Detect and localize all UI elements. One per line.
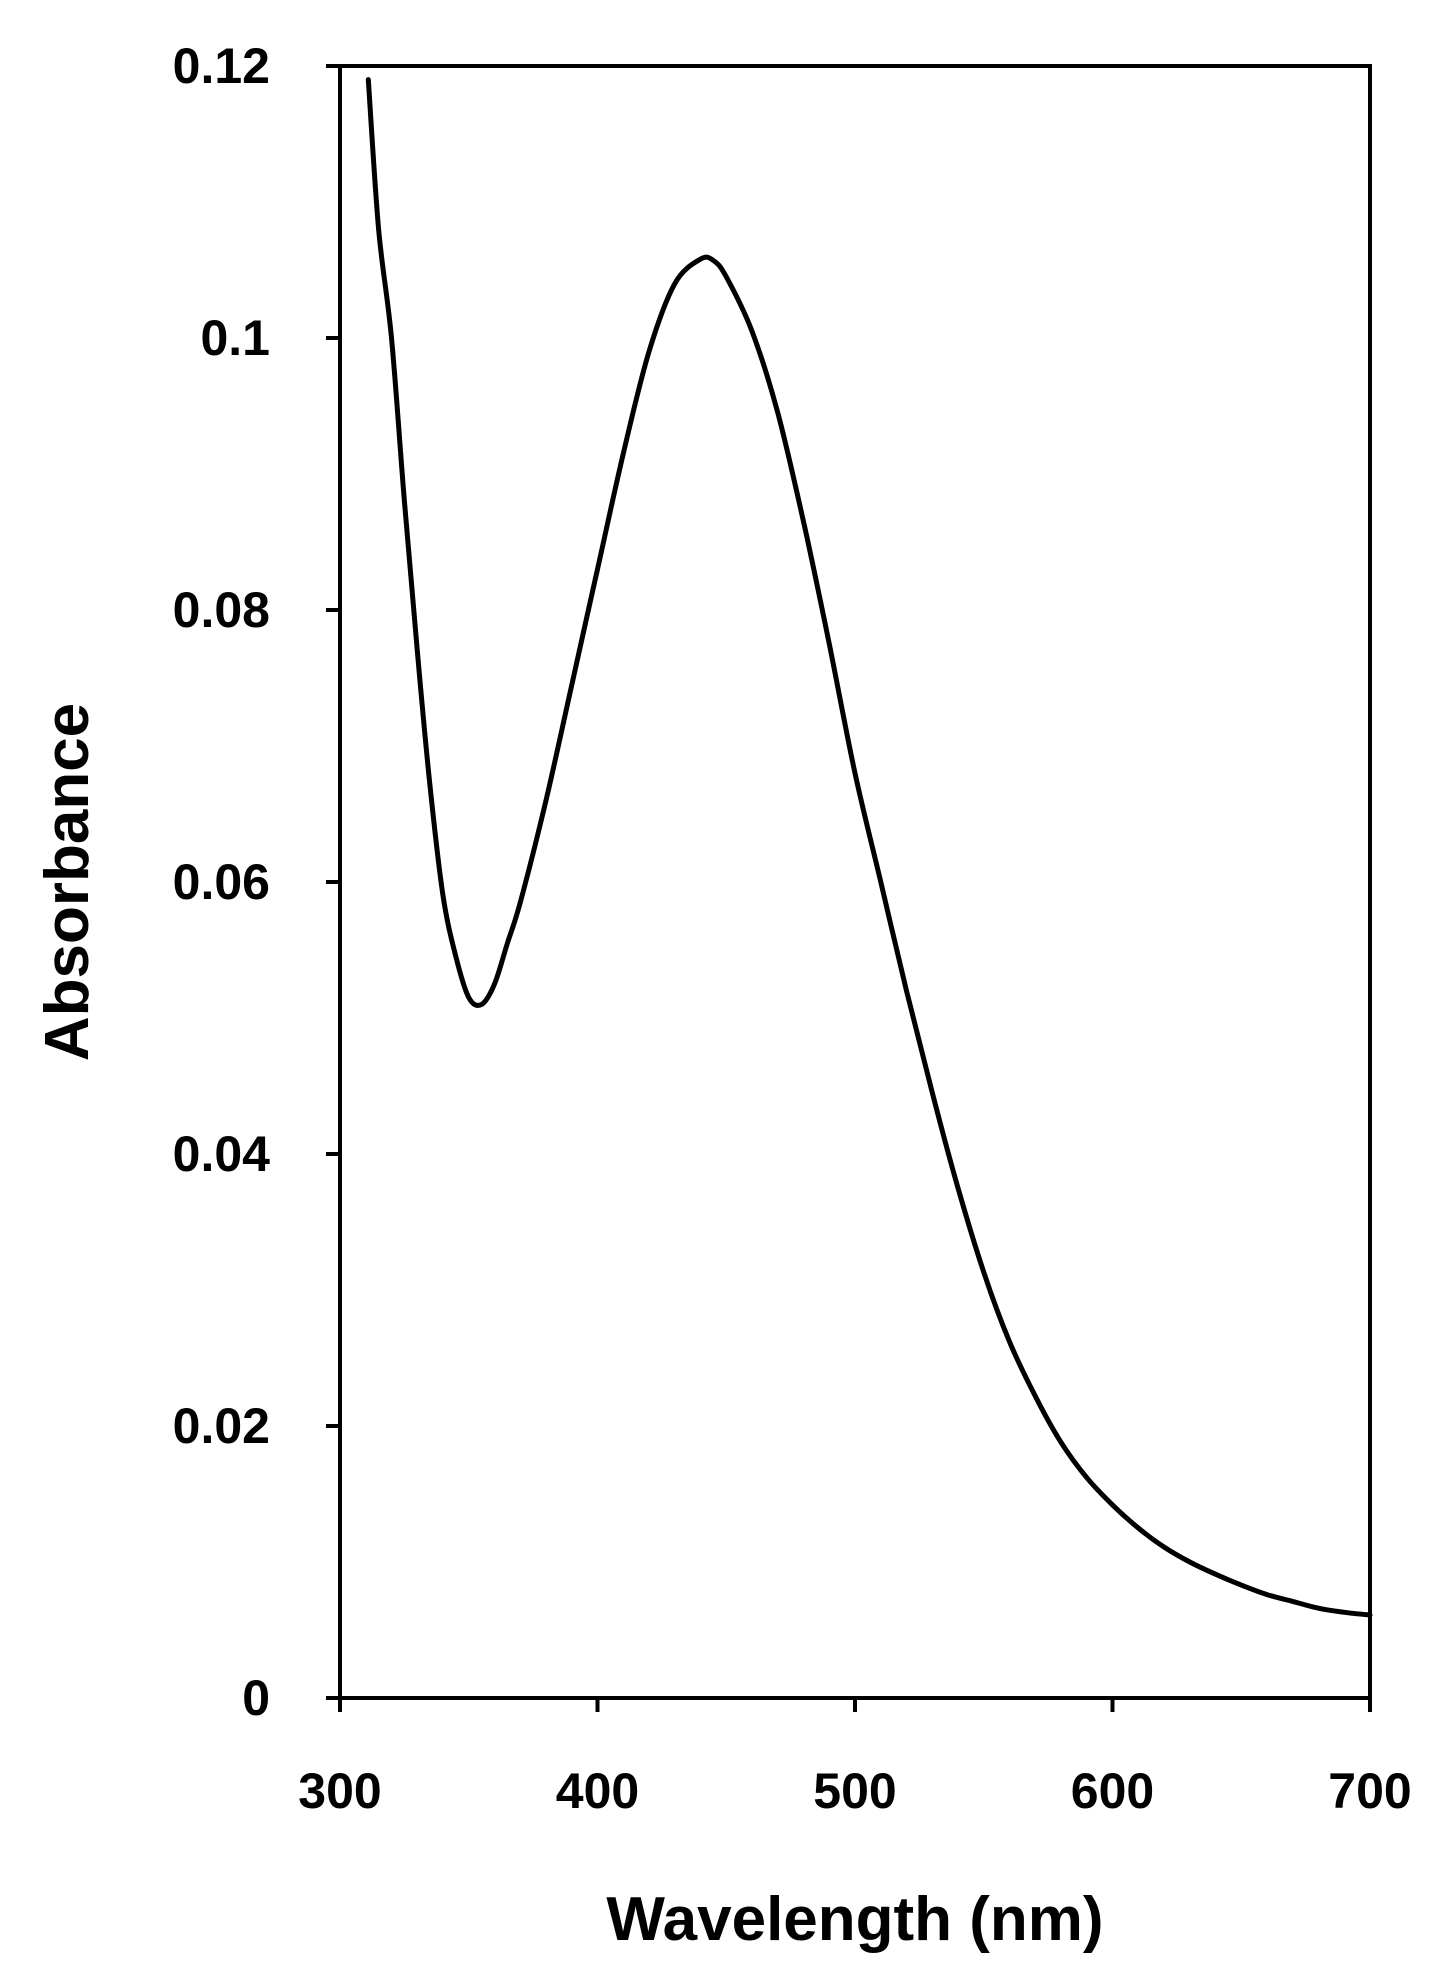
x-tick-label: 300 [298, 1763, 381, 1819]
y-tick-label: 0.06 [173, 854, 270, 910]
y-tick-label: 0.1 [200, 310, 270, 366]
x-tick-label: 700 [1328, 1763, 1411, 1819]
x-tick-label: 400 [556, 1763, 639, 1819]
y-tick-label: 0.08 [173, 582, 270, 638]
y-tick-label: 0.02 [173, 1398, 270, 1454]
y-axis-title: Absorbance [33, 703, 102, 1061]
absorbance-series-line [365, 77, 1373, 1618]
y-axis-tick-labels: 0 0.02 0.04 0.06 0.08 0.1 0.12 [173, 38, 271, 1726]
x-axis-title: Wavelength (nm) [606, 1885, 1103, 1954]
y-tick-label: 0.04 [173, 1126, 271, 1182]
x-axis-tick-labels: 300 400 500 600 700 [298, 1763, 1411, 1819]
x-tick-label: 600 [1071, 1763, 1154, 1819]
plot-frame [338, 64, 1372, 1700]
x-axis-ticks [338, 1698, 1372, 1712]
y-axis-ticks [326, 64, 340, 1700]
y-tick-label: 0 [242, 1670, 270, 1726]
y-tick-label: 0.12 [173, 38, 270, 94]
x-tick-label: 500 [813, 1763, 896, 1819]
